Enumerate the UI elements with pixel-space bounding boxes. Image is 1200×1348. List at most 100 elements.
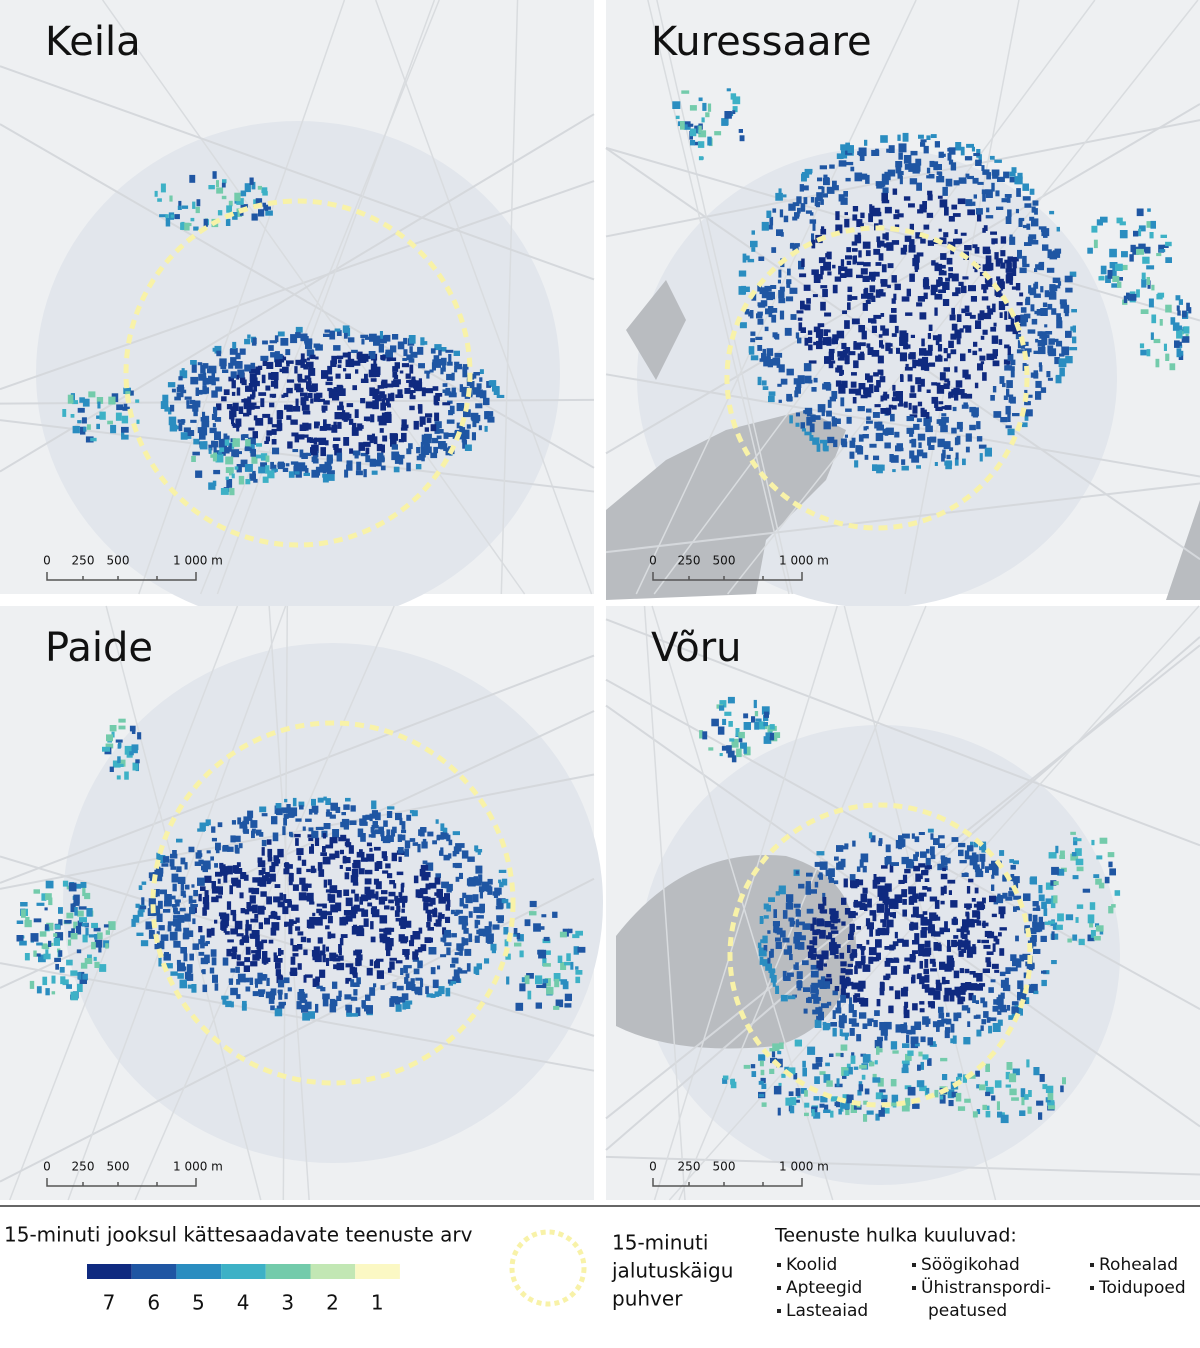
building <box>238 406 244 414</box>
building <box>461 389 466 397</box>
building <box>890 966 898 975</box>
building <box>1047 303 1053 310</box>
building <box>835 1007 842 1014</box>
scale-label: 500 <box>107 1160 130 1174</box>
building <box>33 889 40 894</box>
building <box>497 900 504 909</box>
building <box>228 981 233 985</box>
building <box>409 364 414 374</box>
building <box>819 929 826 939</box>
building <box>831 923 835 929</box>
building <box>944 206 949 216</box>
building <box>1022 263 1030 268</box>
building <box>814 881 819 888</box>
building <box>1108 861 1113 868</box>
building <box>1038 916 1043 924</box>
building <box>820 301 826 311</box>
building <box>274 335 279 343</box>
building <box>1119 230 1128 239</box>
building <box>168 416 177 426</box>
building <box>250 961 258 967</box>
building <box>331 355 337 365</box>
building <box>854 997 861 1003</box>
building <box>280 807 288 812</box>
building <box>335 373 341 379</box>
building <box>938 401 944 405</box>
building <box>897 403 904 407</box>
building <box>453 350 460 356</box>
building <box>837 1000 841 1009</box>
building <box>230 410 237 418</box>
building <box>892 469 896 473</box>
building <box>1051 866 1059 875</box>
building <box>425 413 433 418</box>
building <box>323 823 331 830</box>
building <box>906 964 911 970</box>
building <box>324 329 331 333</box>
building <box>876 1036 883 1042</box>
building <box>313 393 321 402</box>
building <box>777 279 781 284</box>
building <box>478 425 482 431</box>
building <box>982 227 986 233</box>
building <box>775 891 780 896</box>
building <box>961 940 970 945</box>
building <box>849 1028 855 1036</box>
building <box>1005 216 1012 224</box>
building <box>429 994 434 998</box>
building <box>329 330 336 340</box>
building <box>162 394 169 402</box>
building <box>1182 310 1187 318</box>
building <box>849 296 858 300</box>
building <box>129 725 136 732</box>
building <box>145 921 153 930</box>
building <box>1024 348 1032 353</box>
building <box>452 851 457 857</box>
building <box>1012 330 1019 335</box>
building <box>301 859 307 866</box>
building <box>1010 954 1017 961</box>
building <box>215 895 223 899</box>
building <box>744 746 751 756</box>
building <box>841 441 848 448</box>
building <box>165 963 173 969</box>
building <box>307 834 313 838</box>
building <box>880 919 884 923</box>
building <box>308 349 315 358</box>
building <box>944 921 948 929</box>
building <box>766 210 772 218</box>
building <box>200 940 205 949</box>
building <box>274 1008 283 1017</box>
building <box>197 877 205 886</box>
building <box>392 334 399 340</box>
building <box>418 405 423 414</box>
building <box>792 246 799 252</box>
building <box>947 879 956 884</box>
building <box>1019 954 1025 962</box>
building <box>322 954 326 963</box>
building <box>838 386 846 394</box>
building <box>380 896 388 901</box>
legend-class-label: 6 <box>147 1291 160 1315</box>
building <box>422 838 427 846</box>
building <box>274 353 283 359</box>
building <box>381 444 385 453</box>
building <box>853 901 858 907</box>
building <box>904 1097 911 1106</box>
building <box>262 340 268 345</box>
building <box>1033 990 1039 995</box>
building <box>123 387 131 394</box>
building <box>430 452 438 459</box>
building <box>334 412 343 420</box>
building <box>839 952 845 959</box>
building <box>841 150 848 159</box>
building <box>423 442 428 449</box>
building <box>796 971 803 980</box>
building <box>976 920 982 926</box>
building <box>1019 1110 1026 1116</box>
building <box>552 911 558 918</box>
building <box>758 1093 765 1098</box>
building <box>257 860 266 867</box>
building <box>527 990 532 1000</box>
building <box>782 910 788 919</box>
